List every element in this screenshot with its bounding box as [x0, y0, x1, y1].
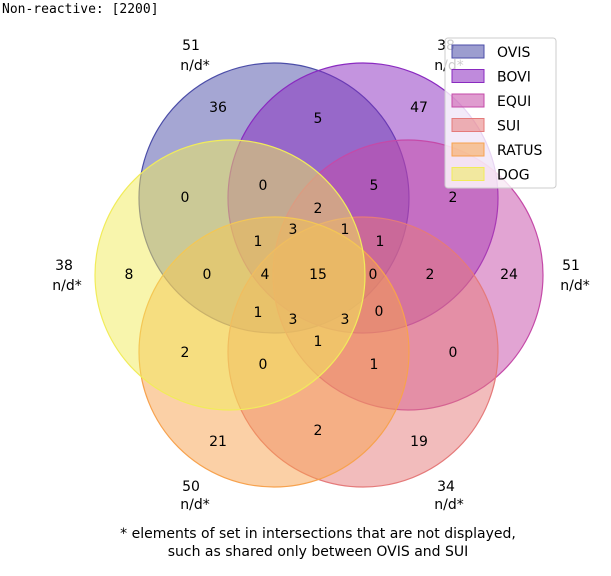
region-count: 21	[209, 434, 227, 450]
footnote-line-2: such as shared only between OVIS and SUI	[168, 544, 469, 560]
non-reactive-header: Non-reactive: [2200]	[2, 2, 159, 17]
region-count: 1	[254, 305, 263, 321]
region-count: 0	[203, 267, 212, 283]
set-total-sui: 34	[437, 479, 455, 495]
region-count: 3	[341, 312, 350, 328]
region-count: 0	[259, 357, 268, 373]
region-count: 3	[289, 222, 298, 238]
set-total-equi: 51	[562, 258, 580, 274]
set-total-dog: 38	[55, 258, 73, 274]
region-count: 15	[309, 267, 327, 283]
legend-swatch-dog	[451, 167, 485, 181]
set-note-equi: n/d*	[560, 278, 589, 294]
region-count: 1	[376, 234, 385, 250]
region-count: 1	[254, 234, 263, 250]
region-count: 8	[125, 267, 134, 283]
region-count: 2	[314, 201, 323, 217]
region-count: 0	[369, 267, 378, 283]
set-note-sui: n/d*	[434, 497, 463, 513]
region-count: 4	[261, 267, 270, 283]
region-count: 47	[410, 100, 428, 116]
legend-label-ovis: OVIS	[497, 45, 530, 61]
set-total-ratus: 50	[182, 479, 200, 495]
circle-dog	[94, 139, 366, 411]
footnote-line-1: * elements of set in intersections that …	[120, 526, 516, 542]
region-count: 36	[209, 100, 227, 116]
legend-label-bovi: BOVI	[497, 70, 531, 86]
region-count: 1	[370, 357, 379, 373]
region-count: 19	[410, 434, 428, 450]
set-note-ovis: n/d*	[180, 58, 209, 74]
region-count: 0	[181, 190, 190, 206]
legend-swatch-bovi	[451, 69, 485, 83]
set-circles	[94, 62, 544, 488]
region-count: 2	[426, 267, 435, 283]
legend-swatch-ovis	[451, 44, 485, 59]
legend-swatch-equi	[451, 93, 485, 108]
legend-label-sui: SUI	[497, 119, 520, 135]
region-counts-extra: 1 1	[254, 305, 323, 350]
set-note-ratus: n/d*	[180, 497, 209, 513]
region-count: 0	[375, 304, 384, 320]
legend-label-equi: EQUI	[497, 94, 531, 110]
set-note-dog: n/d*	[52, 278, 81, 294]
legend-label-dog: DOG	[497, 168, 530, 184]
region-count: 0	[449, 345, 458, 361]
region-count: 1	[341, 222, 350, 238]
legend-swatch-ratus	[451, 142, 485, 157]
legend-label-ratus: RATUS	[497, 143, 542, 159]
region-count: 5	[370, 178, 379, 194]
legend-items: OVIS BOVI EQUI SUI RATUS DOG	[451, 44, 542, 184]
footnote: * elements of set in intersections that …	[120, 526, 516, 560]
region-count: 24	[500, 267, 518, 283]
region-count: 2	[314, 423, 323, 439]
region-counts: 36 5 47 0 0 5 2 2 3 1 1 8 0 4 15 0 2 24 …	[125, 100, 518, 450]
set-total-ovis: 51	[182, 38, 200, 54]
region-count: 5	[314, 111, 323, 127]
region-count: 2	[181, 345, 190, 361]
region-count: 3	[289, 312, 298, 328]
region-count: 0	[259, 178, 268, 194]
region-count: 1	[314, 334, 323, 350]
legend: OVIS BOVI EQUI SUI RATUS DOG	[444, 37, 557, 189]
region-count: 2	[449, 190, 458, 206]
legend-swatch-sui	[451, 118, 485, 132]
